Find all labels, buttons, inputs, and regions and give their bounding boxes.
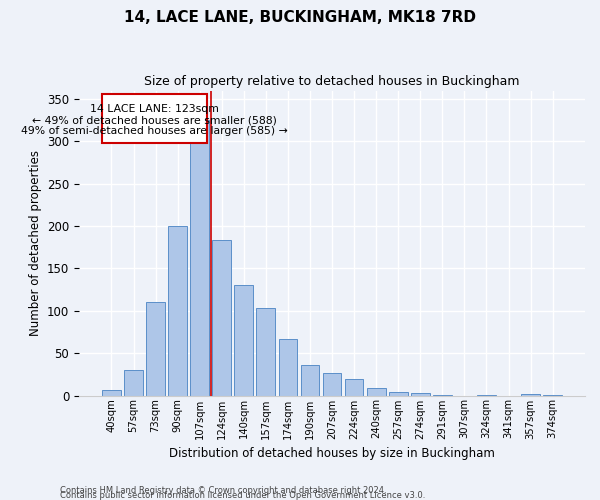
Bar <box>235 284 253 396</box>
Bar <box>278 339 298 396</box>
Text: ← 49% of detached houses are smaller (588): ← 49% of detached houses are smaller (58… <box>32 115 277 125</box>
Bar <box>433 394 452 396</box>
Bar <box>367 388 386 396</box>
Bar <box>146 302 165 396</box>
Bar <box>323 374 341 396</box>
Bar <box>102 390 121 396</box>
Text: Contains public sector information licensed under the Open Government Licence v3: Contains public sector information licen… <box>60 491 425 500</box>
X-axis label: Distribution of detached houses by size in Buckingham: Distribution of detached houses by size … <box>169 447 495 460</box>
Title: Size of property relative to detached houses in Buckingham: Size of property relative to detached ho… <box>144 75 520 88</box>
Bar <box>345 380 364 396</box>
Text: 49% of semi-detached houses are larger (585) →: 49% of semi-detached houses are larger (… <box>21 126 288 136</box>
Bar <box>212 240 231 396</box>
Text: 14, LACE LANE, BUCKINGHAM, MK18 7RD: 14, LACE LANE, BUCKINGHAM, MK18 7RD <box>124 10 476 25</box>
Bar <box>411 393 430 396</box>
Bar <box>477 394 496 396</box>
Bar <box>168 226 187 396</box>
Bar <box>124 370 143 396</box>
Bar <box>389 392 407 396</box>
Text: 14 LACE LANE: 123sqm: 14 LACE LANE: 123sqm <box>90 104 219 114</box>
FancyBboxPatch shape <box>101 94 208 143</box>
Bar <box>301 365 319 396</box>
Bar <box>521 394 540 396</box>
Text: Contains HM Land Registry data © Crown copyright and database right 2024.: Contains HM Land Registry data © Crown c… <box>60 486 386 495</box>
Bar <box>543 394 562 396</box>
Y-axis label: Number of detached properties: Number of detached properties <box>29 150 41 336</box>
Bar <box>256 308 275 396</box>
Bar <box>190 120 209 396</box>
